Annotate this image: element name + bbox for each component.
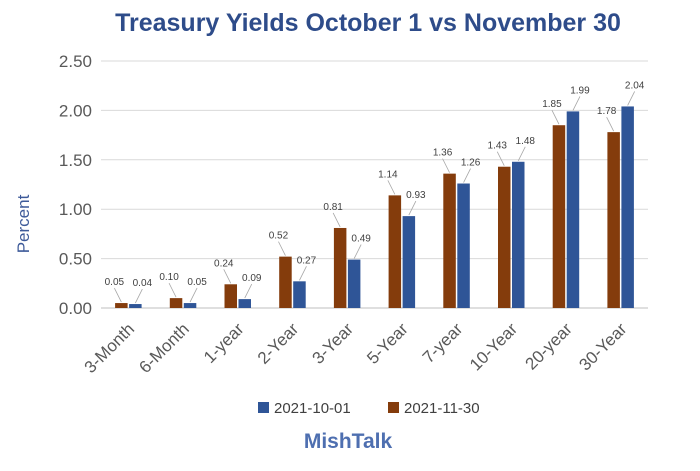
data-label: 1.78 <box>597 106 617 117</box>
y-tick-label: 0.00 <box>59 299 92 318</box>
leader-line <box>223 269 232 284</box>
leader-line <box>113 287 122 303</box>
bar-oct01 <box>347 259 361 308</box>
legend-label: 2021-10-01 <box>274 400 351 417</box>
y-axis-ticks: 0.00 0.50 1.00 1.50 2.00 2.50 <box>59 52 92 318</box>
leader-line <box>442 158 450 173</box>
leader-line <box>463 168 471 183</box>
bar-nov30 <box>607 132 620 308</box>
leader-line <box>134 288 143 304</box>
leader-line <box>189 287 198 303</box>
bar-oct01 <box>293 281 306 308</box>
bar-oct01 <box>402 216 416 308</box>
data-label: 1.99 <box>570 85 590 96</box>
data-label: 0.27 <box>297 255 317 266</box>
leader-line <box>517 146 526 161</box>
legend-label: 2021-11-30 <box>404 400 480 417</box>
data-label: 0.52 <box>269 231 289 242</box>
gridlines <box>101 60 648 309</box>
x-tick-label: 7-year <box>419 319 467 367</box>
leader-line <box>627 91 636 106</box>
x-tick-label: 2-Year <box>254 319 303 368</box>
bar-oct01 <box>621 106 634 308</box>
bar-nov30 <box>498 166 511 308</box>
leader-line <box>278 241 286 256</box>
leader-line <box>332 212 341 228</box>
legend: 2021-10-01 2021-11-30 <box>258 400 480 417</box>
x-tick-label: 6-Month <box>135 319 193 377</box>
leader-line <box>168 282 177 298</box>
data-label: 1.36 <box>433 148 453 159</box>
data-label: 1.26 <box>461 158 481 169</box>
data-label: 1.14 <box>378 169 398 180</box>
leader-line <box>551 110 560 125</box>
x-tick-label: 1-year <box>200 319 248 367</box>
data-label: 1.43 <box>488 141 508 152</box>
leader-line <box>496 151 505 166</box>
x-tick-label: 3-Month <box>81 319 139 377</box>
bar-nov30 <box>333 227 347 308</box>
bar-oct01 <box>183 303 197 308</box>
x-tick-label: 3-Year <box>309 319 358 368</box>
data-label: 0.10 <box>159 272 179 283</box>
x-tick-label: 10-Year <box>466 319 521 374</box>
brand-watermark: MishTalk <box>304 430 393 453</box>
bar-oct01 <box>129 304 142 308</box>
data-label: 0.81 <box>323 202 343 213</box>
data-label: 0.05 <box>105 277 125 288</box>
bar-nov30 <box>388 195 402 308</box>
bar-oct01 <box>512 161 525 308</box>
bar-nov30 <box>169 298 183 308</box>
legend-swatch <box>258 402 269 413</box>
bar-nov30 <box>224 284 237 308</box>
legend-swatch <box>388 402 399 413</box>
bars <box>115 106 634 308</box>
data-label: 0.49 <box>351 234 371 245</box>
leader-line <box>353 244 362 259</box>
y-axis-label: Percent <box>14 194 33 253</box>
x-tick-label: 5-Year <box>363 319 412 368</box>
bar-nov30 <box>443 173 456 308</box>
bar-nov30 <box>279 256 292 308</box>
x-tick-label: 20-year <box>522 319 576 373</box>
chart-title: Treasury Yields October 1 vs November 30 <box>115 9 621 37</box>
bar-oct01 <box>238 299 251 308</box>
leader-line <box>572 96 581 111</box>
y-tick-label: 2.50 <box>59 52 92 71</box>
y-tick-label: 2.00 <box>59 101 92 120</box>
data-label: 1.48 <box>516 136 536 147</box>
y-tick-label: 0.50 <box>59 250 92 269</box>
bar-nov30 <box>552 125 566 308</box>
bar-oct01 <box>457 183 470 308</box>
data-label: 0.05 <box>187 277 207 288</box>
leader-line <box>299 266 307 281</box>
bar-nov30 <box>115 303 128 308</box>
data-label: 0.04 <box>133 278 153 289</box>
y-tick-label: 1.00 <box>59 200 92 219</box>
data-label: 0.09 <box>242 273 262 284</box>
leader-line <box>387 180 396 195</box>
leader-line <box>244 283 253 299</box>
data-label: 0.93 <box>406 190 426 201</box>
x-tick-label: 30-Year <box>575 319 630 374</box>
leader-line <box>606 116 615 132</box>
leader-line <box>408 200 417 216</box>
data-labels: 0.05 0.04 0.10 0.05 0.24 0.09 0.52 0.27 0.81 0.49… <box>105 80 645 304</box>
data-label: 1.85 <box>542 99 562 110</box>
y-tick-label: 1.50 <box>59 151 92 170</box>
bar-oct01 <box>566 111 580 308</box>
data-label: 0.24 <box>214 258 234 269</box>
data-label: 2.04 <box>625 80 645 91</box>
